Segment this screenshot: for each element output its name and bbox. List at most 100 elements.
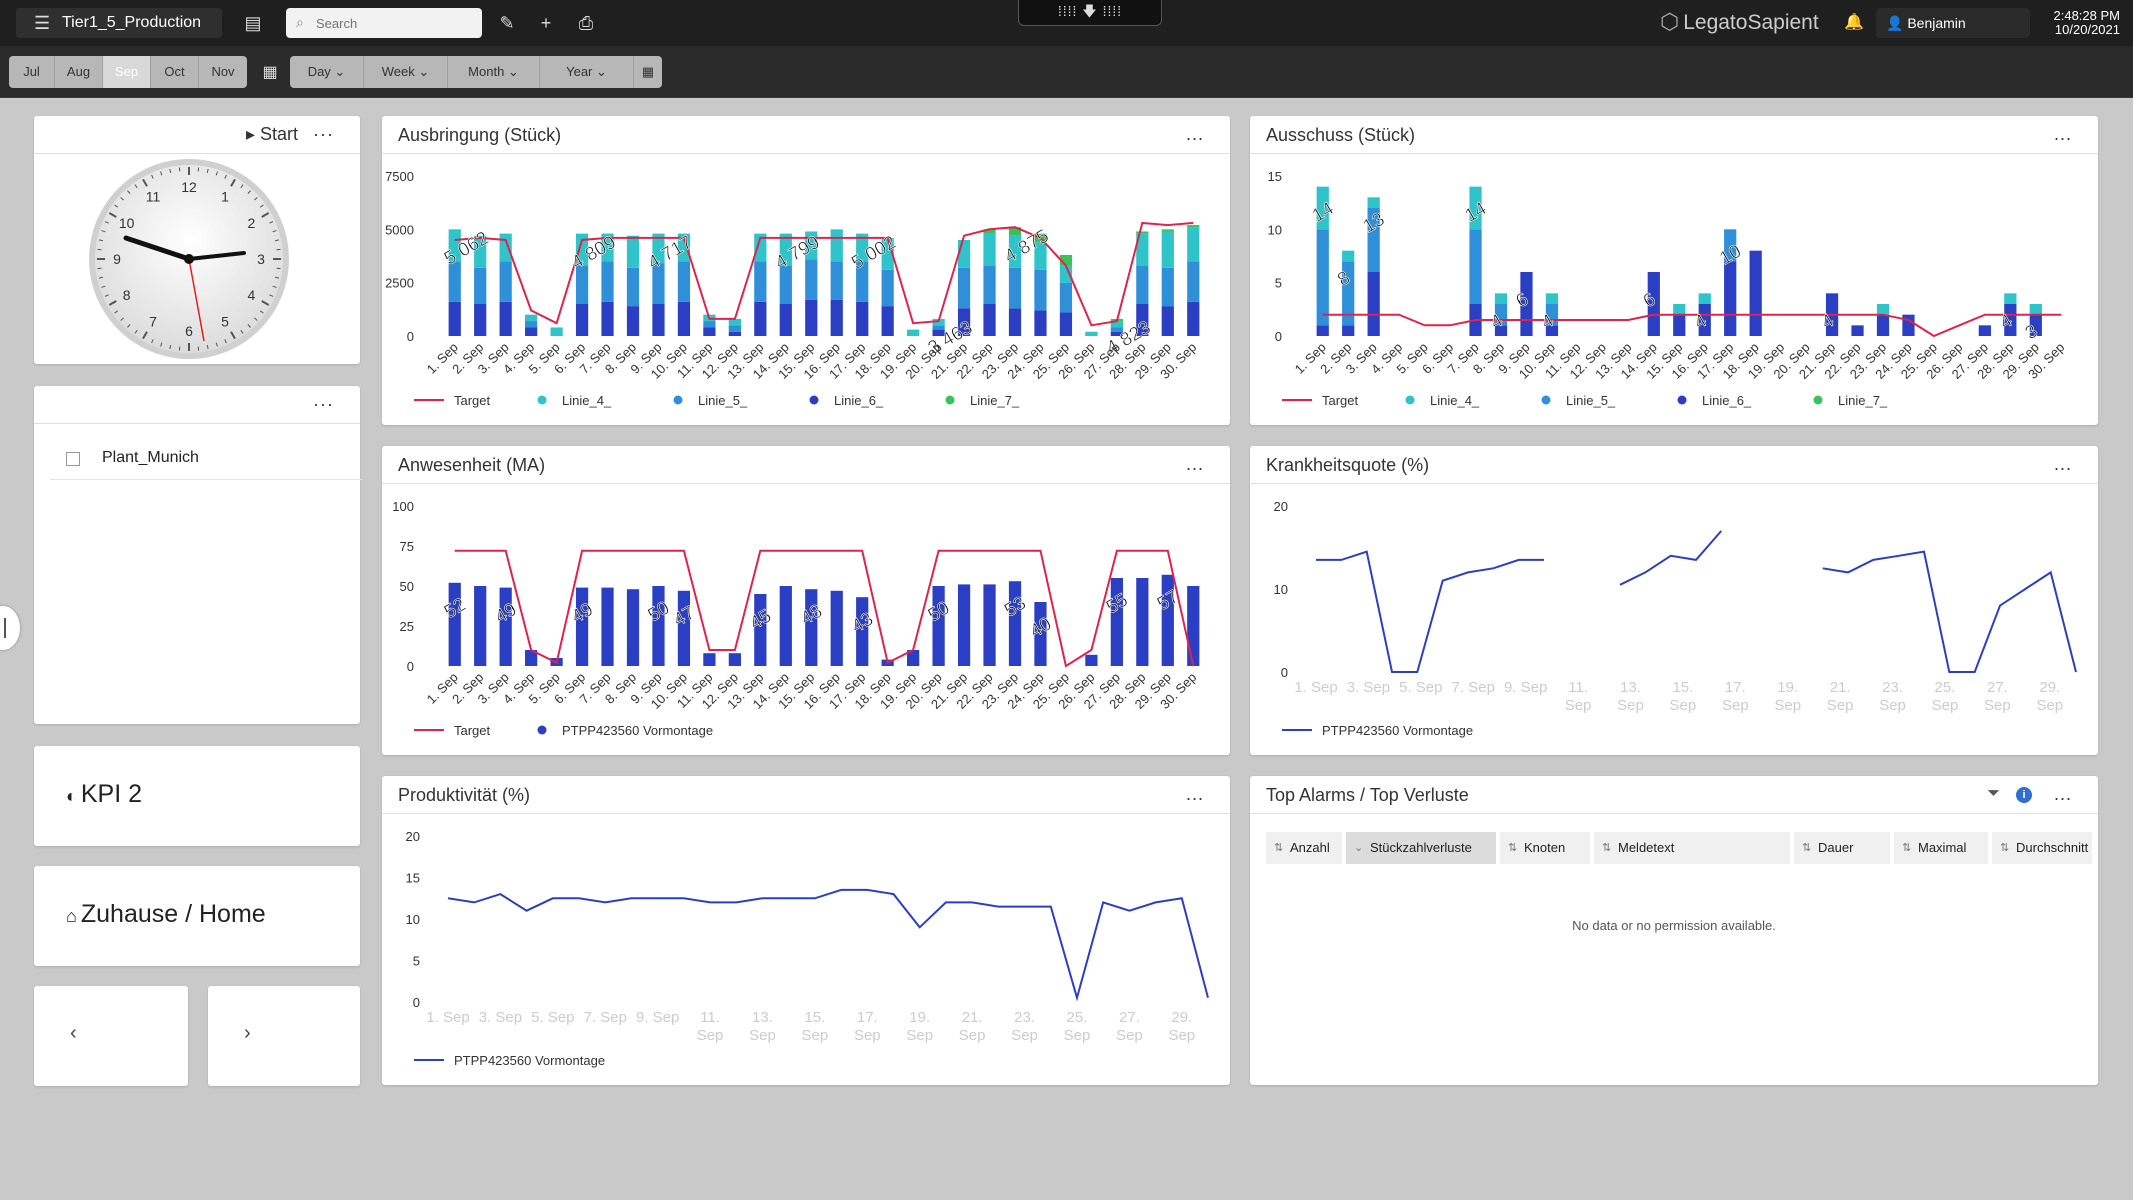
x-tick-label: 15. <box>804 1009 825 1026</box>
bar <box>1136 233 1149 266</box>
hour-hand <box>123 235 192 262</box>
app-menu[interactable]: ☰ Tier1_5_Production <box>16 8 222 38</box>
plant-label: Plant_Munich <box>102 449 199 466</box>
search-input[interactable] <box>316 13 466 33</box>
hamburger-menu-icon[interactable]: ☰ <box>34 13 51 33</box>
bar <box>1136 578 1149 666</box>
card-header: Top Alarms / Top Verluste ⏷ i ... <box>1250 776 2098 814</box>
column-header[interactable]: ⇅ Dauer <box>1794 832 1890 864</box>
range-year-dropdown[interactable]: Year ⌄ <box>540 56 634 88</box>
clock-tick <box>114 310 119 314</box>
edit-pencil-icon[interactable]: ✎ <box>499 13 515 33</box>
notification-bell-icon[interactable]: 🔔 <box>1844 14 1864 31</box>
bar <box>1494 325 1508 336</box>
card-header: Krankheitsquote (%) ... <box>1250 446 2098 484</box>
clock-tick <box>127 190 131 194</box>
clock-tick <box>108 212 117 218</box>
range-day-dropdown[interactable]: Day ⌄ <box>290 56 364 88</box>
bar <box>779 265 792 304</box>
sort-icon: ⌄ <box>1354 842 1364 854</box>
bar <box>499 301 512 336</box>
bar <box>1876 304 1890 315</box>
kpi2-tile[interactable]: ◐ KPI 2 <box>34 746 360 846</box>
more-options-icon[interactable]: ··· <box>313 394 334 414</box>
more-options-icon[interactable]: ... <box>1185 454 1204 474</box>
clock-center <box>184 254 194 264</box>
print-icon[interactable]: ⎙ <box>578 13 594 33</box>
x-tick-label: 19. <box>1777 679 1798 696</box>
column-header[interactable]: ⇅ Knoten <box>1500 832 1590 864</box>
x-tick-label: Sep <box>1774 697 1801 714</box>
calendar-icon[interactable]: ▦ <box>262 64 278 81</box>
clock-tick <box>240 329 244 334</box>
start-button[interactable]: ▸ Start <box>245 124 298 144</box>
prev-page-button[interactable]: ‹ <box>34 986 188 1086</box>
bar <box>2029 304 2042 315</box>
time-text: 2:48:28 PM <box>2053 8 2121 23</box>
user-menu[interactable]: 👤 Benjamin <box>1876 8 2030 38</box>
add-icon[interactable]: + <box>540 13 552 33</box>
range-week-dropdown[interactable]: Week ⌄ <box>364 56 448 88</box>
card-title: Ausschuss (Stück) <box>1266 125 1416 145</box>
filter-icon[interactable]: ⏷ <box>1987 785 2000 802</box>
clock-tick <box>230 178 236 187</box>
data-label: 53 <box>1001 593 1030 622</box>
collapse-header-handle[interactable]: ⁞⁞⁞⁞ 🡇 ⁞⁞⁞⁞ <box>1018 0 1162 26</box>
legend-swatch <box>1677 395 1687 405</box>
column-header[interactable]: ⌄ Stückzahlverluste <box>1346 832 1496 864</box>
next-page-button[interactable]: › <box>208 986 360 1086</box>
range-calendar-icon[interactable]: ▦ <box>641 64 655 79</box>
empty-message: No data or no permission available. <box>1572 918 1776 933</box>
clock-tick <box>134 184 138 189</box>
x-tick-label: Sep <box>1064 1027 1091 1044</box>
y-tick-label: 100 <box>392 499 414 514</box>
produktivitaet-chart: 0 5 10 15 20 1. Sep 3. Sep 5. Sep 7. Sep 9. Sep 11… <box>406 829 1209 1068</box>
more-options-icon[interactable]: ... <box>2053 454 2072 474</box>
month-oct-button[interactable]: Oct <box>151 56 199 88</box>
more-options-icon[interactable]: ... <box>2053 784 2072 804</box>
more-options-icon[interactable]: ··· <box>313 124 334 144</box>
month-nov-button[interactable]: Nov <box>211 64 235 79</box>
column-header[interactable]: ⇅ Maximal <box>1894 832 1988 864</box>
dashboard-list-icon[interactable]: ▤ <box>244 13 262 33</box>
column-header[interactable]: ⇅ Meldetext <box>1594 832 1790 864</box>
bar <box>1059 265 1073 283</box>
bar <box>448 261 461 302</box>
x-tick-label: 5. Sep <box>531 1009 574 1026</box>
bar <box>856 233 869 262</box>
bar <box>1698 293 1711 304</box>
ausschuss-card: Ausschuss (Stück) ... 0 5 10 15 14 8 13 14 4 6 4 6 4… <box>1250 116 2098 425</box>
column-header[interactable]: ⇅ Anzahl <box>1266 832 1342 864</box>
more-options-icon[interactable]: ... <box>1185 784 1204 804</box>
clock-numeral: 7 <box>149 313 157 329</box>
clock-numeral: 3 <box>257 251 265 267</box>
home-tile[interactable]: ⌂ Zuhause / Home <box>34 866 360 966</box>
y-tick-label: 5 <box>413 954 420 969</box>
info-icon[interactable]: i <box>2016 787 2032 803</box>
clock-numeral: 12 <box>181 179 197 195</box>
bar <box>474 267 487 304</box>
clock-tick <box>272 230 277 233</box>
side-panel-handle[interactable] <box>0 606 20 650</box>
plant-checkbox[interactable] <box>66 452 80 466</box>
top-bar: ☰ Tier1_5_Production ▤ ⌕ ✎ + ⎙ ⁞⁞⁞⁞ 🡇 ⁞⁞… <box>0 0 2133 46</box>
month-jul-button[interactable]: Jul <box>9 56 55 88</box>
more-options-icon[interactable]: ... <box>1185 124 1204 144</box>
x-tick-label: Sep <box>1168 1027 1195 1044</box>
bar <box>1110 327 1123 332</box>
month-aug-button[interactable]: Aug <box>55 56 103 88</box>
bar <box>499 587 512 666</box>
plant-row[interactable]: Plant_Munich <box>50 442 362 480</box>
month-sep-button[interactable]: Sep <box>103 56 151 88</box>
card-header: Anwesenheit (MA) ... <box>382 446 1230 484</box>
legend-label: Linie_4_ <box>562 393 612 408</box>
column-header[interactable]: ⇅ Durchschnitt <box>1992 832 2092 864</box>
y-tick-label: 0 <box>407 659 414 674</box>
bar <box>575 304 589 336</box>
search-box[interactable]: ⌕ <box>286 8 482 38</box>
range-month-dropdown[interactable]: Month ⌄ <box>448 56 540 88</box>
more-options-icon[interactable]: ... <box>2053 124 2072 144</box>
x-tick-label: 19. <box>909 1009 930 1026</box>
legend-swatch <box>1405 395 1415 405</box>
